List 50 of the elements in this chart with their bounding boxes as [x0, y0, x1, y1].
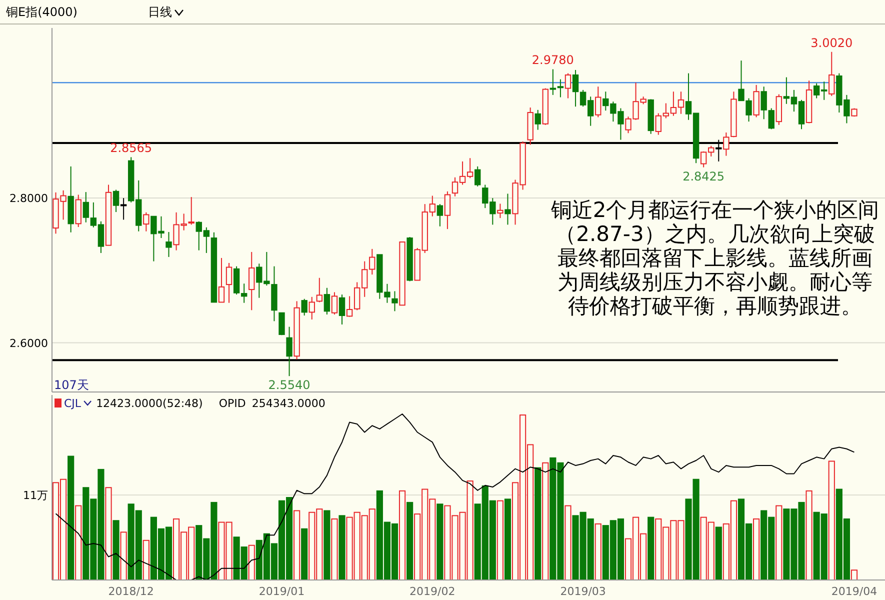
x-tick-label: 2019/04 — [831, 585, 878, 598]
x-tick-label: 2018/12 — [108, 585, 154, 598]
text: 2.5540 — [268, 378, 310, 392]
bar — [105, 487, 112, 580]
bar — [248, 544, 255, 580]
text: OPID — [218, 397, 246, 410]
bar — [120, 532, 127, 580]
x-tick-label: 2019/02 — [410, 585, 456, 598]
bar — [331, 518, 338, 580]
bar — [715, 526, 722, 580]
bar — [301, 528, 308, 580]
bar — [294, 510, 300, 580]
legend-label: CJL — [64, 397, 82, 410]
bar — [753, 518, 760, 580]
text: 254343.0000 — [252, 397, 326, 410]
bar — [776, 505, 782, 580]
x-tick-label: 2019/01 — [258, 585, 305, 598]
bar — [806, 490, 812, 580]
chart-title: 铜E指(4000) — [5, 5, 78, 19]
bar — [406, 502, 414, 580]
chart-subtitle: 日线 — [148, 5, 172, 19]
bar — [504, 498, 512, 580]
bar — [142, 540, 150, 580]
bar — [496, 500, 504, 580]
bar — [338, 515, 346, 580]
bar — [75, 505, 82, 580]
bar — [850, 570, 858, 580]
bar — [112, 520, 120, 580]
text: 2.8425 — [682, 169, 725, 184]
y-tick-label: 2.8000 — [10, 192, 48, 206]
bar — [542, 462, 549, 580]
bar — [436, 504, 444, 580]
bar — [534, 467, 542, 580]
annotation: 铜近2个月都运行在一个狭小的区间（2.87-3）之内。几次欲向上突破最终都回落留下上影线。蓝线所画为周线级别压力不容小觑。耐心等待价格打破平衡，再顺势跟进。 — [550, 198, 880, 318]
annotation: 107天 — [54, 378, 89, 392]
bar — [648, 516, 654, 580]
bar — [398, 490, 406, 580]
bar — [564, 505, 572, 580]
y-tick-label: 2.6000 — [10, 336, 48, 350]
bar — [828, 460, 835, 580]
text: 2.8565 — [110, 141, 152, 156]
x-tick-label: 2019/03 — [560, 585, 606, 598]
bar — [324, 510, 330, 580]
text: 12423.0000(52:48) — [96, 397, 203, 410]
bar — [594, 523, 602, 580]
text: 2.9780 — [532, 53, 574, 68]
bar — [68, 456, 74, 580]
header: 铜E指(4000) 日线 — [0, 5, 885, 24]
text: 3.0020 — [810, 36, 853, 50]
ref-line-label: 11万 — [23, 489, 48, 502]
